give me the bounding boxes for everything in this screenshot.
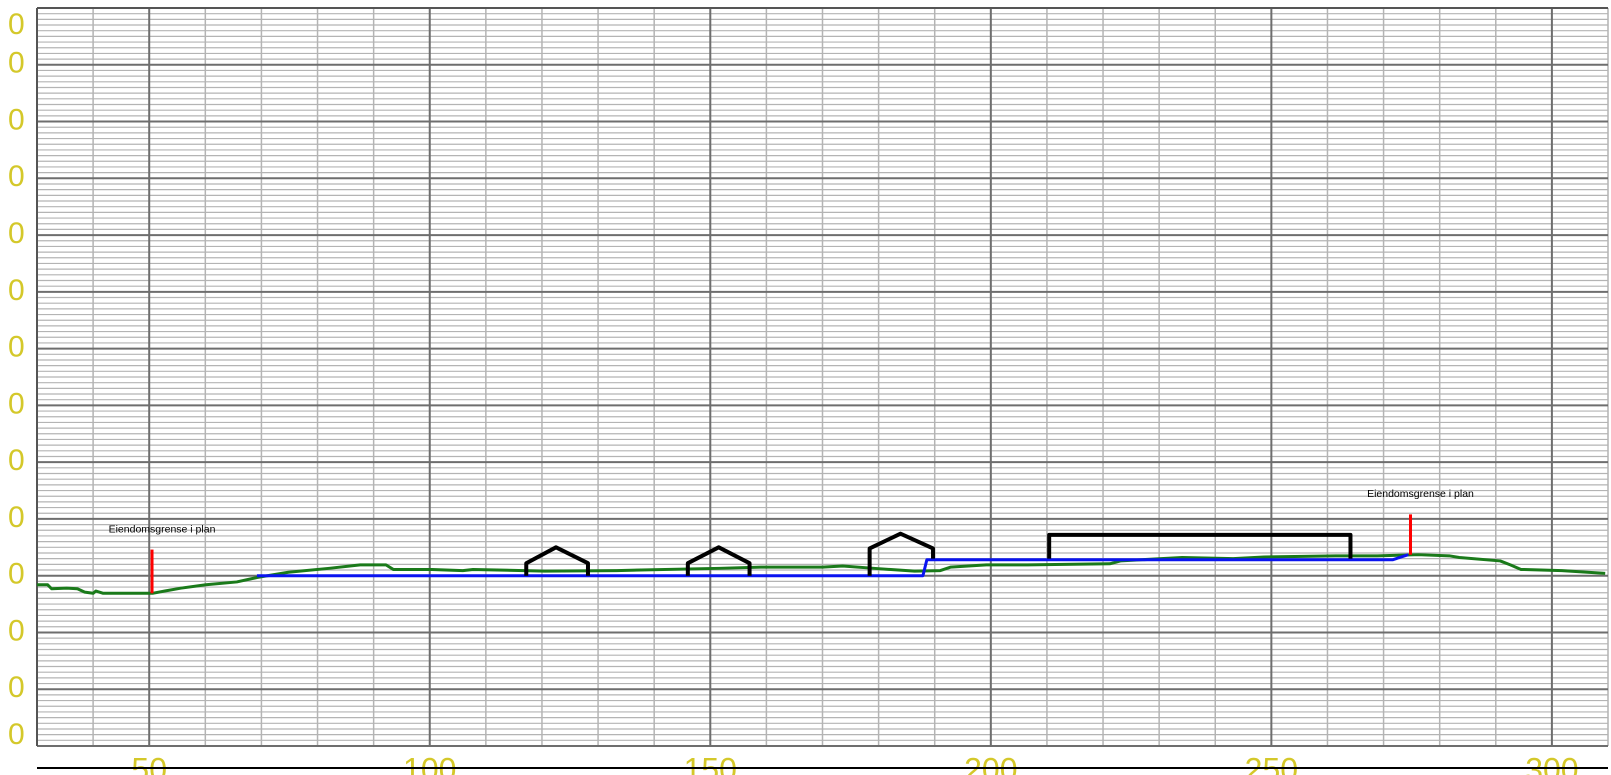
x-tick-label: 250 — [1245, 751, 1298, 775]
profile-line — [867, 531, 936, 576]
y-tick-label: 0 — [8, 8, 25, 41]
profile-line — [256, 553, 1409, 578]
x-tick-label: 300 — [1525, 751, 1578, 775]
x-tick-label: 50 — [131, 751, 167, 775]
y-tick-label: 0 — [8, 444, 25, 477]
y-tick-label: 0 — [8, 103, 25, 136]
y-tick-label: 0 — [8, 217, 25, 250]
annotation: Eiendomsgrense i plan — [1367, 488, 1474, 500]
y-tick-label: 0 — [8, 558, 25, 591]
x-tick-label: 100 — [403, 751, 456, 775]
y-tick-label: 0 — [8, 387, 25, 420]
y-tick-label: 0 — [8, 501, 25, 534]
y-tick-label: 0 — [8, 718, 25, 751]
profile-line — [37, 553, 1606, 595]
y-tick-label: 0 — [8, 671, 25, 704]
profile-line — [1047, 532, 1353, 559]
y-tick-label: 0 — [8, 331, 25, 364]
x-tick-label: 200 — [964, 751, 1017, 775]
y-tick-label: 0 — [8, 274, 25, 307]
y-tick-label: 0 — [8, 47, 25, 80]
profile-line — [524, 545, 590, 576]
annotation: Eiendomsgrense i plan — [109, 523, 216, 535]
y-tick-label: 0 — [8, 614, 25, 647]
profile-line — [685, 545, 752, 576]
x-tick-label: 150 — [684, 751, 737, 775]
y-tick-label: 0 — [8, 160, 25, 193]
